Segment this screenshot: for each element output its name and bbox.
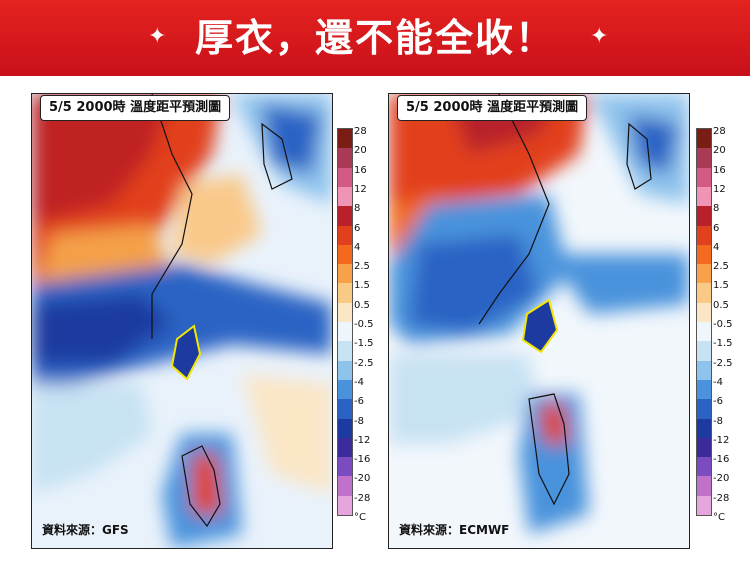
colorbar-tick-label: 28 [354, 126, 367, 137]
colorbar-tick-label: -0.5 [354, 319, 374, 330]
colorbar-segment [338, 186, 352, 207]
colorbar-tick-label: -12 [354, 434, 371, 446]
colorbar-segment [338, 129, 352, 149]
colorbar-tick-label: 4 [713, 241, 720, 253]
colorbar-segment [697, 418, 711, 439]
colorbar-segment [338, 302, 352, 323]
colorbar-tick-label: 1.5 [354, 280, 370, 292]
gfs-map-title: 5/5 2000時 溫度距平預測圖 [40, 95, 231, 121]
colorbar-segment [338, 379, 352, 400]
colorbar-tick-label: 2.5 [713, 261, 729, 273]
colorbar-tick-label: 0.5 [713, 299, 729, 311]
colorbar-segment [338, 476, 352, 497]
colorbar-segment [338, 322, 352, 342]
ecmwf-source-label: 資料來源：ECMWF [399, 523, 510, 537]
colorbar-segment [338, 418, 352, 439]
colorbar-tick-label: 6 [354, 222, 361, 234]
colorbar-segment [697, 457, 711, 477]
colorbar-segment [338, 341, 352, 362]
colorbar-segment [697, 302, 711, 323]
colorbar-tick-label: 16 [354, 164, 367, 176]
colorbar-segment [697, 206, 711, 226]
colorbar-tick-label: -20 [354, 473, 371, 485]
colorbar-segment [697, 264, 711, 284]
colorbar-tick-label: -16 [354, 454, 371, 466]
colorbar-segment [338, 167, 352, 188]
colorbar-segment [697, 186, 711, 207]
ecmwf-colorbar-labels: 28 20 16 12 8 6 4 2.5 1.5 0.5 -0.5 -1.5 -2.5 -4 -6 -8 -1… [713, 126, 739, 523]
colorbar-segment [338, 360, 352, 381]
colorbar-segment [338, 399, 352, 419]
colorbar-tick-label: -28 [713, 492, 730, 504]
ecmwf-colorbar [696, 128, 712, 516]
colorbar-segment [338, 264, 352, 284]
gfs-colorbar-labels: 28 20 16 12 8 6 4 2.5 1.5 0.5 -0.5 -1.5 -2.5 -4 -6 -8 -1… [354, 126, 380, 523]
colorbar-segment [697, 148, 711, 169]
colorbar-segment [697, 399, 711, 419]
ecmwf-map-panel: 5/5 2000時 溫度距平預測圖 資料來源：ECMWF [388, 93, 690, 549]
colorbar-segment [697, 225, 711, 246]
colorbar-tick-label: -4 [713, 376, 723, 388]
colorbar-tick-label: -4 [354, 376, 364, 388]
colorbar-segment [338, 225, 352, 246]
gfs-source-label: 資料來源：GFS [42, 523, 129, 537]
colorbar-tick-label: °C [354, 512, 366, 523]
colorbar-segment [697, 341, 711, 362]
sparkle-icon: ✦ [590, 24, 609, 49]
colorbar-tick-label: 0.5 [354, 299, 370, 311]
colorbar-tick-label: -16 [713, 454, 730, 466]
colorbar-segment [697, 476, 711, 497]
colorbar-tick-label: 8 [354, 203, 361, 215]
colorbar-segment [338, 283, 352, 304]
colorbar-segment [697, 244, 711, 265]
colorbar-tick-label: -6 [713, 396, 723, 408]
colorbar-segment [338, 437, 352, 458]
colorbar-tick-label: 12 [354, 183, 367, 195]
colorbar-segment [697, 129, 711, 149]
colorbar-tick-label: -1.5 [354, 338, 374, 350]
colorbar-tick-label: °C [713, 512, 725, 523]
colorbar-segment [697, 167, 711, 188]
colorbar-tick-label: -8 [354, 415, 364, 427]
colorbar-tick-label: 1.5 [713, 280, 729, 292]
ecmwf-temperature-anomaly-map [389, 94, 689, 548]
colorbar-tick-label: -8 [713, 415, 723, 427]
colorbar-segment [338, 148, 352, 169]
colorbar-tick-label: -0.5 [713, 319, 733, 330]
colorbar-segment [338, 457, 352, 477]
colorbar-segment [697, 322, 711, 342]
colorbar-tick-label: -20 [713, 473, 730, 485]
colorbar-segment [338, 495, 352, 516]
sparkle-icon: ✦ [148, 24, 167, 49]
colorbar-tick-label: 16 [713, 164, 726, 176]
colorbar-segment [338, 206, 352, 226]
colorbar-segment [697, 360, 711, 381]
colorbar-tick-label: -2.5 [713, 357, 733, 369]
colorbar-segment [697, 379, 711, 400]
colorbar-tick-label: 12 [713, 183, 726, 195]
colorbar-tick-label: -6 [354, 396, 364, 408]
page-title: 厚衣，還不能全收！ [194, 16, 555, 60]
colorbar-segment [697, 437, 711, 458]
colorbar-tick-label: -2.5 [354, 357, 374, 369]
colorbar-tick-label: 8 [713, 203, 720, 215]
gfs-colorbar [337, 128, 353, 516]
colorbar-tick-label: -1.5 [713, 338, 733, 350]
colorbar-tick-label: -12 [713, 434, 730, 446]
gfs-map-panel: 5/5 2000時 溫度距平預測圖 資料來源：GFS [31, 93, 333, 549]
colorbar-segment [697, 283, 711, 304]
ecmwf-map-title: 5/5 2000時 溫度距平預測圖 [397, 95, 588, 121]
gfs-temperature-anomaly-map [32, 94, 332, 548]
colorbar-tick-label: 28 [713, 126, 726, 137]
colorbar-tick-label: 20 [713, 145, 726, 157]
colorbar-tick-label: -28 [354, 492, 371, 504]
colorbar-tick-label: 4 [354, 241, 361, 253]
colorbar-tick-label: 6 [713, 222, 720, 234]
colorbar-tick-label: 20 [354, 145, 367, 157]
colorbar-segment [697, 495, 711, 516]
title-banner [0, 0, 750, 76]
colorbar-segment [338, 244, 352, 265]
colorbar-tick-label: 2.5 [354, 261, 370, 273]
